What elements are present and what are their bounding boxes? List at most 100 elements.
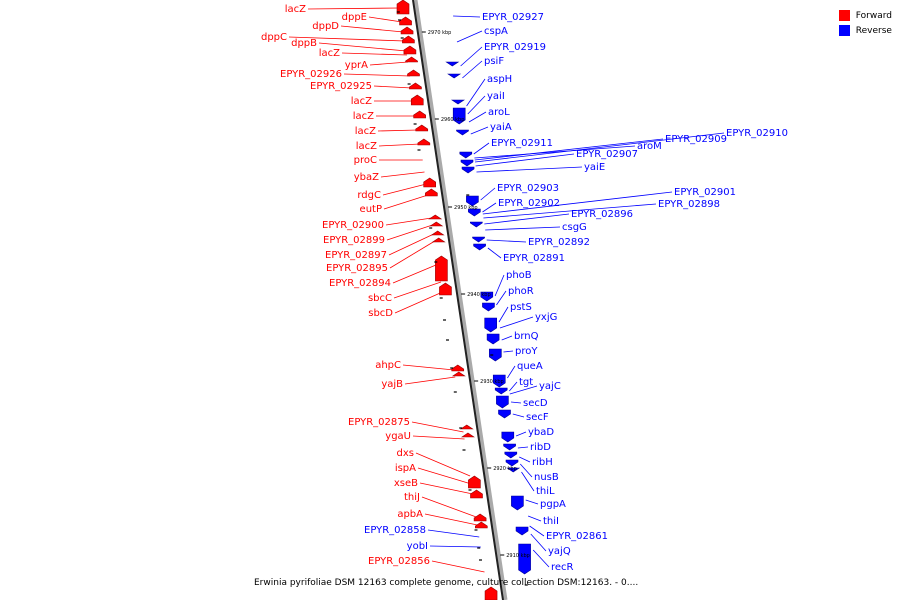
reverse-gene	[518, 543, 531, 575]
reverse-gene	[447, 73, 462, 79]
leader-line	[393, 281, 442, 299]
forward-gene-label: yobI	[407, 541, 428, 552]
forward-gene-label: EPYR_02894	[329, 278, 391, 289]
forward-gene-label: ygaU	[385, 431, 411, 442]
leader-line	[389, 240, 436, 269]
reverse-gene-label: csgG	[562, 222, 587, 233]
reverse-gene-label: aroL	[488, 107, 510, 118]
reverse-gene	[456, 129, 469, 136]
reverse-gene	[505, 459, 519, 467]
forward-gene-label: EPYR_02899	[323, 235, 385, 246]
leader-line	[532, 549, 550, 568]
reverse-gene	[515, 526, 529, 536]
reverse-gene	[461, 166, 475, 174]
reverse-gene-label: EPYR_02891	[503, 253, 565, 264]
reverse-gene-label: aspH	[487, 74, 512, 85]
reverse-gene	[460, 159, 474, 167]
reverse-gene-label: EPYR_02898	[658, 199, 720, 210]
forward-gene-label: ybaZ	[354, 172, 379, 183]
leader-line	[341, 52, 407, 56]
reverse-gene-label: yajQ	[548, 546, 571, 557]
reverse-gene-label: brnQ	[514, 331, 539, 342]
leader-line	[494, 274, 505, 297]
reverse-gene	[503, 443, 516, 451]
forward-gene-label: dppE	[342, 12, 367, 23]
reverse-gene-label: secF	[526, 412, 549, 423]
forward-gene	[470, 489, 483, 499]
leader-line	[501, 335, 513, 341]
forward-gene-label: rdgC	[357, 190, 381, 201]
tick-label: 2960 kbp	[441, 117, 465, 123]
map-caption: Erwinia pyrifoliae DSM 12163 complete ge…	[254, 578, 639, 588]
leader-line	[419, 482, 473, 495]
reverse-gene-label: EPYR_02910	[726, 128, 788, 139]
reverse-gene-label: phoB	[506, 270, 532, 281]
leader-line	[485, 226, 561, 231]
forward-gene-label: xseB	[394, 478, 418, 489]
forward-gene-label: proC	[354, 155, 377, 166]
reverse-gene-label: EPYR_02919	[484, 42, 546, 53]
reverse-gene	[459, 151, 473, 159]
tick-label: 2910 kbp	[506, 553, 530, 559]
reverse-gene-label: cspA	[484, 26, 508, 37]
reverse-gene	[472, 236, 485, 243]
forward-gene-label: yprA	[345, 60, 368, 71]
forward-gene	[468, 475, 481, 489]
reverse-swatch	[838, 25, 850, 36]
leader-line	[486, 239, 527, 243]
leader-line	[427, 529, 480, 538]
reverse-gene-label: recR	[551, 562, 574, 573]
leader-line	[318, 42, 407, 52]
forward-gene-label: EPYR_02900	[322, 220, 384, 231]
reverse-gene-label: EPYR_02901	[674, 187, 736, 198]
forward-gene	[474, 521, 488, 529]
reverse-gene	[452, 107, 466, 125]
leader-line	[487, 247, 502, 259]
forward-gene	[459, 424, 474, 430]
legend-reverse: Reverse	[838, 23, 892, 38]
leader-line	[525, 499, 539, 505]
reverse-gene-label: ybaD	[528, 427, 554, 438]
leader-line	[519, 456, 531, 463]
forward-gene-label: eutP	[360, 204, 382, 215]
leader-line	[503, 350, 514, 353]
reverse-gene-label: EPYR_02907	[576, 149, 638, 160]
leader-line	[378, 143, 421, 147]
leader-line	[482, 191, 673, 215]
forward-gene	[413, 110, 426, 119]
leader-line	[515, 431, 527, 437]
leader-line	[368, 16, 403, 23]
reverse-gene	[501, 431, 515, 443]
kbp-ticks: 2970 kbp 2960 kbp 2950 kbp 2940 kbp 2930 kbp…	[396, 11, 530, 586]
forward-gene	[409, 82, 422, 90]
leader-line	[373, 85, 412, 89]
forward-gene	[425, 188, 438, 197]
forward-gene-label: EPYR_02926	[280, 69, 342, 80]
leader-line	[431, 560, 485, 573]
tick-label: 2950 kbp	[454, 205, 478, 211]
reverse-gene-label: thiL	[536, 486, 555, 497]
leader-line	[482, 202, 497, 213]
reverse-gene-label: pgpA	[540, 499, 566, 510]
reverse-gene-label: yaiA	[490, 122, 512, 133]
forward-gene	[430, 230, 445, 236]
leader-line	[377, 129, 419, 132]
reverse-gene-label: phoR	[508, 286, 534, 297]
forward-gene-label: lacZ	[319, 48, 340, 59]
leader-line	[480, 187, 496, 201]
forward-gene	[428, 214, 443, 220]
reverse-gene-label: EPYR_02911	[491, 138, 553, 149]
reverse-gene	[451, 99, 465, 105]
leader-line	[388, 233, 434, 256]
reverse-gene-label: EPYR_02927	[482, 12, 544, 23]
reverse-gene	[492, 374, 506, 388]
reverse-gene	[506, 467, 521, 473]
leader-line	[288, 36, 405, 42]
reverse-gene-label: ribD	[530, 442, 551, 453]
forward-gene-label: dppB	[291, 38, 317, 49]
leader-line	[421, 496, 477, 518]
forward-gene-label: EPYR_02858	[364, 525, 426, 536]
forward-gene-label: apbA	[397, 509, 423, 520]
leader-line	[521, 471, 535, 492]
leader-line	[499, 316, 534, 329]
